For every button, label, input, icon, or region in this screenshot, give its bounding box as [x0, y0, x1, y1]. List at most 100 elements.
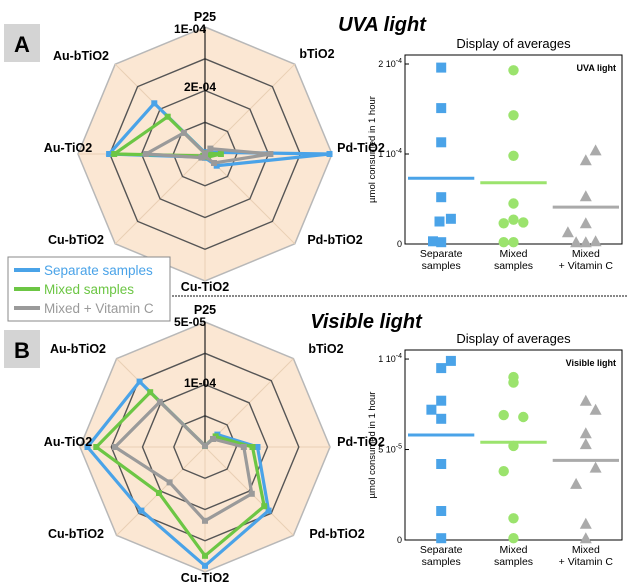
averages-point-separate — [434, 216, 445, 227]
averages-chart-uva: Display of averages UVA light 0 1 10-4 2 10-… — [367, 36, 623, 272]
radar-point-mixed — [249, 444, 256, 450]
radar-point-vitc — [156, 398, 163, 405]
averages-ytick-label: 1 10-4 — [378, 353, 402, 364]
averages-point-mixed — [498, 237, 509, 248]
radar-point-vitc — [202, 517, 208, 524]
panel-b-title: Visible light — [310, 311, 423, 333]
radar-ring-label: 1E-04 — [184, 376, 216, 390]
radar-axis-label: Pd-TiO2 — [337, 435, 385, 449]
radar-point-vitc — [202, 442, 208, 449]
radar-axis-label: Au-TiO2 — [44, 435, 92, 449]
radar-ring — [141, 383, 269, 511]
averages-point-vitc — [561, 226, 574, 238]
averages-point-mixed — [508, 371, 519, 383]
averages-point-vitc — [579, 532, 592, 544]
averages-point-vitc — [579, 517, 592, 529]
averages-title: Display of averages — [456, 331, 571, 346]
panel-b-letter: B — [14, 338, 30, 363]
averages-point-separate — [436, 192, 447, 203]
legend-label-separate: Separate samples — [44, 263, 153, 278]
averages-point-separate — [426, 404, 437, 415]
radar-ring-label: 1E-04 — [174, 22, 206, 36]
radar-point-mixed — [147, 389, 154, 396]
radar-axis-label: Cu-bTiO2 — [48, 527, 104, 541]
averages-ylabel: µmol consumed in 1 hour — [367, 96, 378, 203]
radar-point-separate — [84, 444, 91, 450]
radar-axis-label: Cu-TiO2 — [181, 571, 229, 585]
averages-point-vitc — [589, 403, 602, 415]
averages-point-mixed — [508, 150, 519, 161]
averages-point-vitc — [570, 236, 583, 248]
averages-category-label: samples — [494, 556, 533, 568]
radar-point-vitc — [202, 153, 208, 160]
averages-ylabel: µmol consumed in 1 hour — [367, 392, 378, 499]
averages-point-mixed — [518, 217, 529, 228]
averages-category-label: Separate — [420, 248, 463, 260]
averages-point-vitc — [579, 154, 592, 166]
radar-point-separate — [254, 444, 261, 450]
radar-ring — [109, 58, 302, 251]
radar-point-separate — [202, 562, 208, 569]
averages-category-label: Mixed — [499, 544, 527, 556]
averages-point-mixed — [508, 513, 519, 524]
radar-point-separate — [136, 378, 143, 385]
radar-point-mixed — [261, 503, 268, 510]
averages-ytick-label: 2 10-4 — [378, 58, 402, 69]
averages-point-separate — [436, 533, 447, 544]
radar-point-vitc — [267, 151, 274, 157]
averages-point-mixed — [508, 110, 519, 121]
averages-category-label: samples — [422, 260, 461, 272]
radar-point-vitc — [202, 150, 208, 157]
averages-point-vitc — [579, 190, 592, 202]
radar-axis-label: Pd-bTiO2 — [307, 233, 362, 247]
averages-category-label: Mixed — [499, 248, 527, 260]
averages-point-vitc — [579, 427, 592, 439]
averages-point-vitc — [589, 144, 602, 156]
averages-ytick-label: 1 10-4 — [378, 148, 402, 159]
radar-point-mixed — [164, 113, 171, 120]
averages-point-mixed — [508, 198, 519, 209]
radar-ring — [173, 415, 238, 480]
radar-axis-label: Cu-TiO2 — [181, 280, 229, 294]
averages-point-mixed — [518, 411, 529, 423]
radar-point-vitc — [142, 151, 149, 157]
radar-axis-label: Au-bTiO2 — [50, 342, 106, 356]
panel-a-letter: A — [14, 32, 30, 57]
radar-axis-label: bTiO2 — [299, 47, 334, 61]
averages-ytick-label: 0 — [397, 535, 402, 545]
radar-point-mixed — [217, 151, 224, 157]
radar-axis-label: Pd-TiO2 — [337, 141, 385, 155]
averages-point-separate — [436, 103, 447, 114]
radar-point-separate — [138, 507, 145, 514]
averages-point-mixed — [508, 65, 519, 76]
radar-ring — [110, 352, 300, 542]
legend-label-mixed: Mixed samples — [44, 282, 134, 297]
averages-category-label: + Vitamin C — [559, 260, 614, 272]
legend: Separate samples Mixed samples Mixed + V… — [7, 256, 171, 322]
averages-point-vitc — [579, 217, 592, 229]
averages-point-mixed — [508, 214, 519, 225]
averages-point-separate — [445, 355, 456, 366]
radar-point-mixed — [156, 490, 162, 496]
panel-uva: A UVA light 1E-04 2E-04 P25 bTiO2 Pd-TiO2 Pd-… — [4, 10, 623, 294]
radar-chart-visible: 5E-05 1E-04 P25 bTiO2 Pd-TiO2 Pd-bTiO2 Cu-TiO2… — [44, 303, 385, 585]
radar-point-separate — [326, 151, 333, 157]
radar-axis-label: P25 — [194, 303, 216, 317]
averages-point-vitc — [589, 461, 602, 473]
averages-chart-visible: Display of averages Visible light 0 5 10-5 1… — [367, 331, 623, 568]
averages-title: Display of averages — [456, 36, 571, 51]
averages-category-label: Mixed — [572, 248, 600, 260]
averages-point-separate — [436, 62, 447, 73]
averages-category-label: + Vitamin C — [559, 556, 614, 568]
radar-point-separate — [106, 151, 113, 157]
averages-point-mixed — [498, 218, 509, 229]
legend-label-vitc: Mixed + Vitamin C — [44, 301, 154, 316]
averages-category-label: samples — [422, 556, 461, 568]
radar-point-mixed — [93, 444, 100, 450]
radar-ring — [140, 89, 270, 219]
averages-ytick-label: 5 10-5 — [378, 444, 402, 455]
averages-point-separate — [445, 213, 456, 224]
averages-point-mixed — [508, 237, 519, 248]
radar-point-separate — [265, 507, 272, 514]
